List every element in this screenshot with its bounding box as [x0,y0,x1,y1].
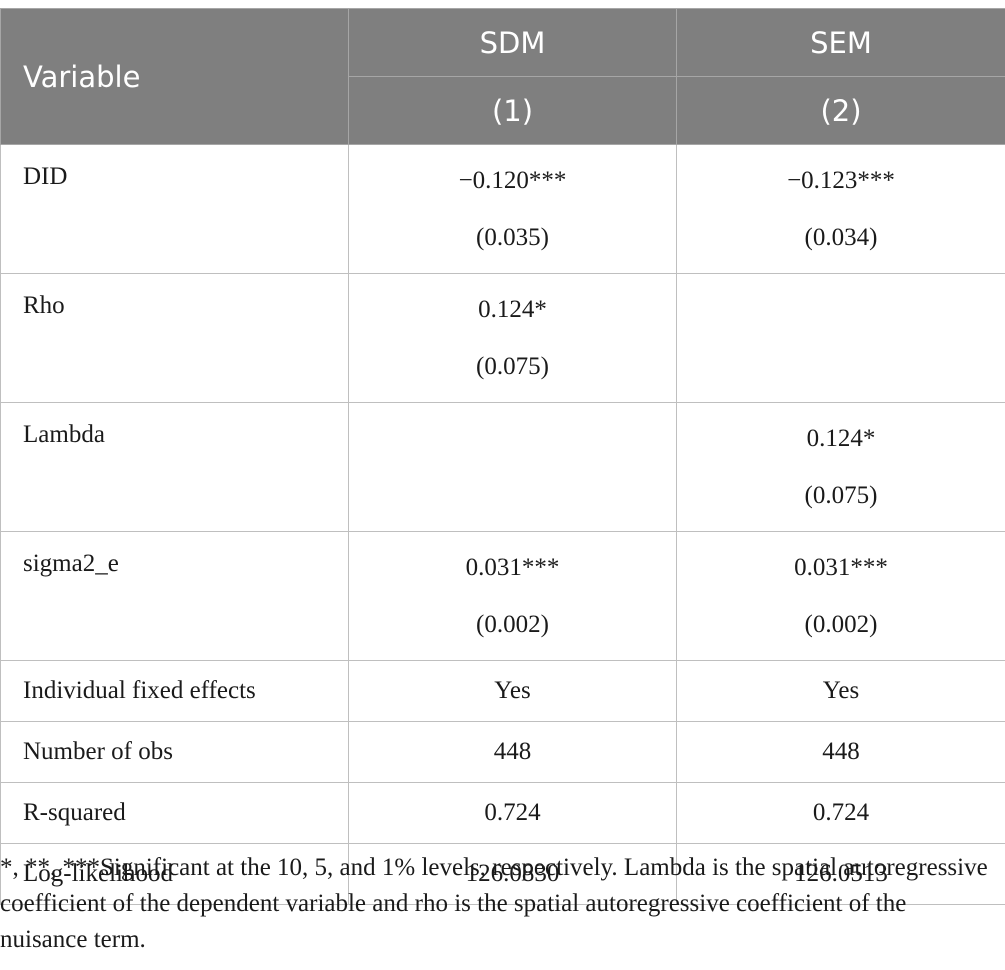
cell-col2: Yes [676,660,1005,722]
row-label: DID [0,144,349,274]
row-label: Lambda [0,402,349,532]
col2-number-header: (2) [676,76,1005,145]
table-footnote: *, **, ***Significant at the 10, 5, and … [0,854,988,953]
coefficient: 0.031*** [794,554,888,581]
table-row: Number of obs 448 448 [0,721,1005,783]
sdm-header: SDM [348,8,677,77]
std-error: (0.002) [476,611,549,638]
col1-number-header: (1) [348,76,677,145]
results-table: Variable SDM SEM (1) (2) DID −0.120*** (0… [0,8,1005,905]
cell-col1: Yes [348,660,677,722]
coefficient: 0.124* [806,425,876,452]
std-error: (0.035) [476,224,549,251]
std-error: (0.002) [804,611,878,638]
cell-col2: 0.031*** (0.002) [676,531,1005,661]
cell-col2: 0.124* (0.075) [676,402,1005,532]
coefficient: 0.031*** [465,554,560,581]
coefficient: −0.120*** [458,167,567,194]
cell-col2: 126.0513 [676,843,1005,905]
cell-col1 [348,402,677,532]
table-row: Individual fixed effects Yes Yes [0,660,1005,722]
table-row: Rho 0.124* (0.075) [0,273,1005,403]
std-error: (0.075) [804,482,878,509]
cell-col1: 0.031*** (0.002) [348,531,677,661]
cell-col2 [676,273,1005,403]
std-error: (0.075) [476,353,549,380]
table-row: sigma2_e 0.031*** (0.002) 0.031*** (0.002) [0,531,1005,661]
cell-col1: 0.724 [348,782,677,844]
row-label: R-squared [0,782,349,844]
cell-col1: 0.124* (0.075) [348,273,677,403]
cell-col2: 448 [676,721,1005,783]
cell-col2: 0.724 [676,782,1005,844]
table-row: R-squared 0.724 0.724 [0,782,1005,844]
row-label: sigma2_e [0,531,349,661]
table-header: Variable SDM SEM (1) (2) [0,8,1005,145]
table-row: Lambda 0.124* (0.075) [0,402,1005,532]
row-label: Individual fixed effects [0,660,349,722]
cell-col1: 448 [348,721,677,783]
cell-col1: −0.120*** (0.035) [348,144,677,274]
table-row: DID −0.120*** (0.035) −0.123*** (0.034) [0,144,1005,274]
variable-header: Variable [0,8,349,145]
cell-col2: −0.123*** (0.034) [676,144,1005,274]
sem-header: SEM [676,8,1005,77]
coefficient: 0.124* [478,296,547,323]
std-error: (0.034) [804,224,878,251]
coefficient: −0.123*** [787,167,895,194]
row-label: Number of obs [0,721,349,783]
row-label: Rho [0,273,349,403]
row-label: Log-likelihood [0,843,349,905]
cell-col1: 126.0830 [348,843,677,905]
table-row: Log-likelihood 126.0830 126.0513 [0,843,1005,905]
